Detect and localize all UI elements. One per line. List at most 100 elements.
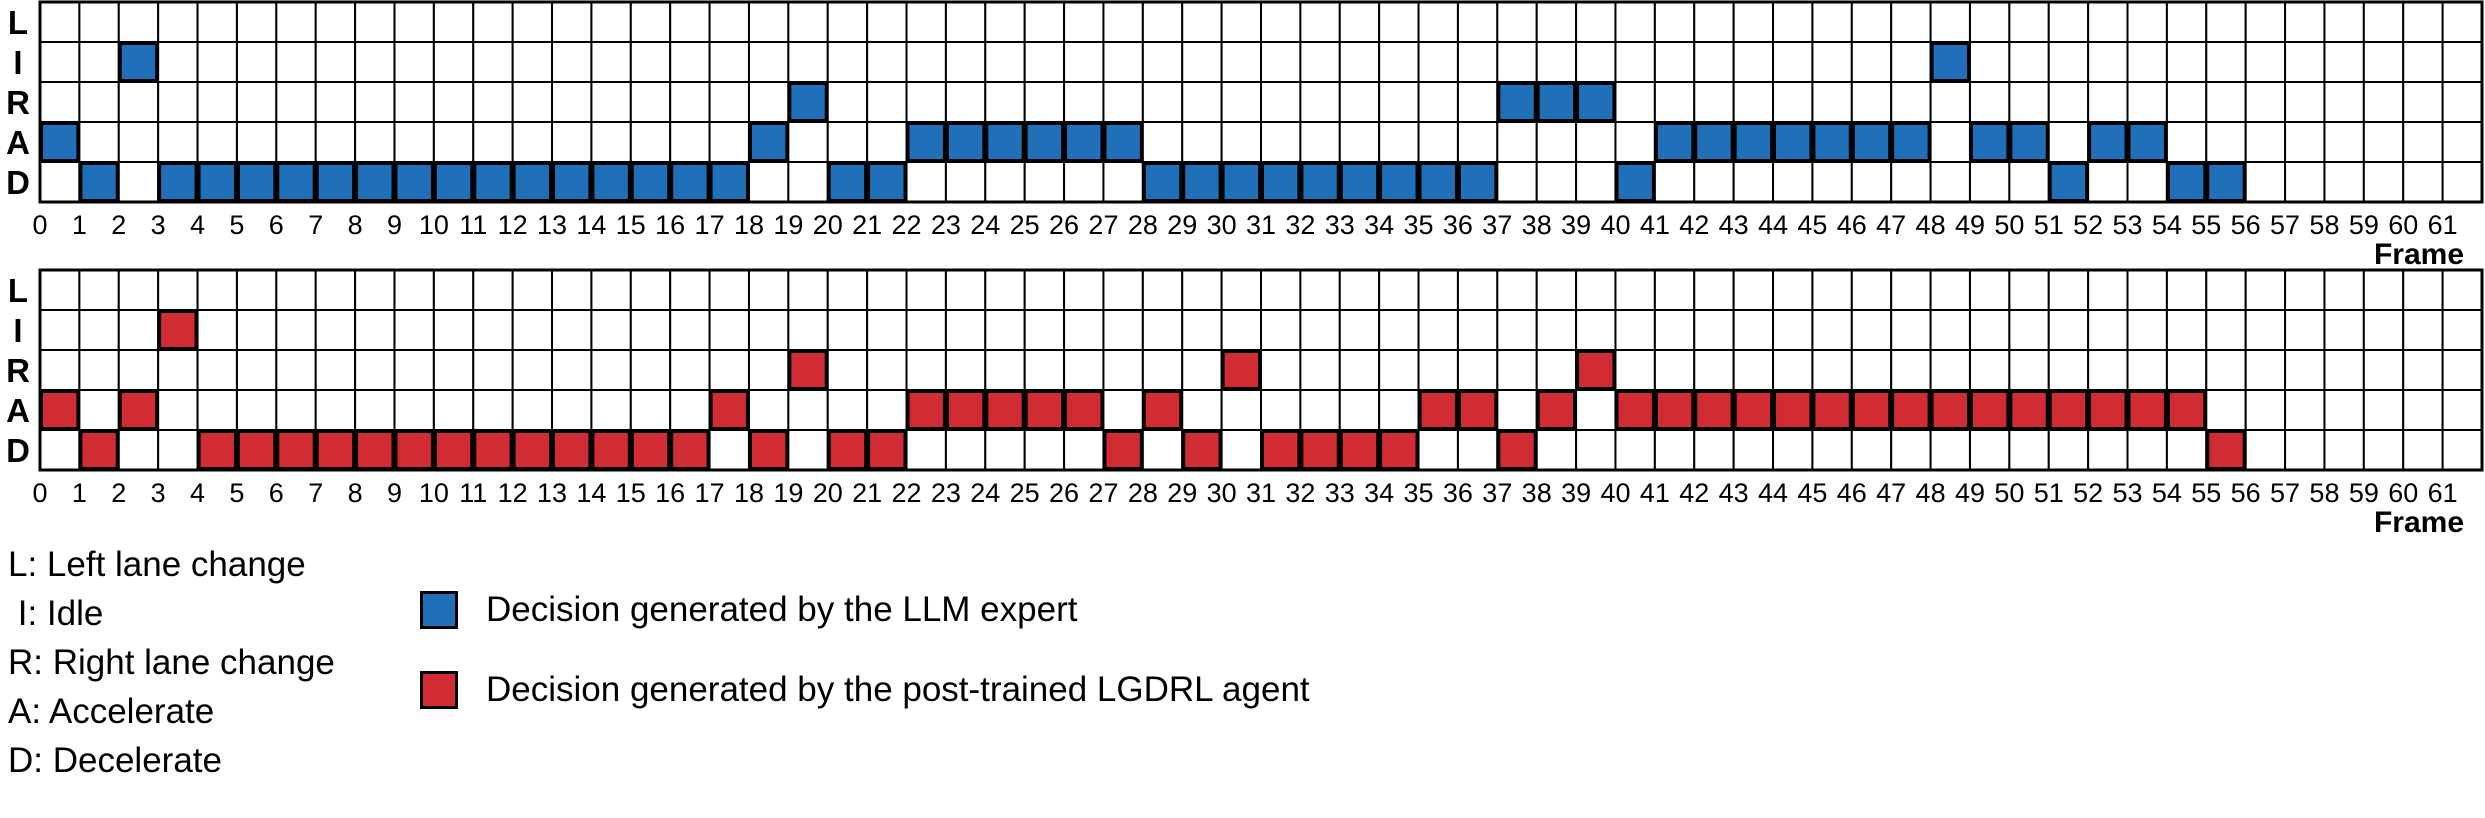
frame-tick-label: 32 <box>1285 210 1315 240</box>
decision-cell <box>1457 162 1498 202</box>
grid-cell <box>1023 41 1066 83</box>
grid-cell <box>472 1 514 43</box>
grid-cell <box>1260 121 1302 163</box>
decision-cell <box>630 430 671 470</box>
grid-cell <box>1496 309 1538 351</box>
grid-cell <box>2126 269 2168 311</box>
grid-cell <box>275 389 317 431</box>
grid-cell <box>1181 1 1223 43</box>
grid-cell <box>708 269 750 311</box>
grid-cell <box>1693 429 1735 471</box>
grid-cell <box>1614 309 1656 351</box>
grid-cell <box>984 349 1026 391</box>
grid-cell <box>1890 41 1932 83</box>
grid-cell <box>944 309 987 351</box>
grid-cell <box>1260 269 1302 311</box>
grid-cell <box>2323 81 2365 123</box>
frame-tick-label: 17 <box>695 478 725 508</box>
x-axis-label: Frame <box>2374 506 2464 539</box>
grid-cell <box>2244 269 2287 311</box>
grid-cell <box>1575 121 1617 163</box>
decision-cell <box>1497 82 1537 122</box>
grid-cell <box>826 41 869 83</box>
frame-tick-label: 59 <box>2349 478 2379 508</box>
frame-tick-label: 3 <box>151 478 166 508</box>
legend-label-llm-expert: Decision generated by the LLM expert <box>486 590 1078 629</box>
frame-tick-label: 48 <box>1916 210 1946 240</box>
grid-cell <box>747 309 790 351</box>
decision-cell <box>1064 390 1104 430</box>
frame-tick-label: 15 <box>616 210 646 240</box>
decision-cell <box>394 162 434 202</box>
grid-cell <box>2047 41 2090 83</box>
frame-tick-label: 47 <box>1876 478 1906 508</box>
grid-cell <box>905 1 947 43</box>
grid-cell <box>472 389 514 431</box>
grid-cell <box>2441 389 2483 431</box>
decision-cell <box>985 122 1025 162</box>
grid-cell <box>2008 269 2050 311</box>
grid-cell <box>826 81 869 123</box>
grid-cell <box>590 81 632 123</box>
grid-cell <box>1811 1 1853 43</box>
grid-cell <box>2441 269 2483 311</box>
grid-cell <box>1653 269 1696 311</box>
decision-cell <box>1300 162 1340 202</box>
grid-cell <box>2284 309 2326 351</box>
grid-cell <box>826 349 869 391</box>
grid-cell <box>1063 161 1105 203</box>
frame-tick-label: 38 <box>1522 478 1552 508</box>
frame-tick-label: 23 <box>931 210 961 240</box>
decision-cell <box>1536 390 1577 430</box>
grid-cell <box>1102 309 1144 351</box>
grid-cell <box>78 81 120 123</box>
decision-cell <box>788 82 828 122</box>
grid-cell <box>1456 1 1499 43</box>
frame-tick-label: 59 <box>2349 210 2379 240</box>
grid-cell <box>2402 429 2444 471</box>
grid-cell <box>472 121 514 163</box>
frame-tick-label: 41 <box>1640 210 1670 240</box>
frame-tick-label: 30 <box>1207 210 1237 240</box>
grid-cell <box>1496 1 1538 43</box>
grid-cell <box>78 309 120 351</box>
grid-cell <box>551 269 593 311</box>
grid-cell <box>1772 81 1814 123</box>
decision-cell <box>867 430 907 470</box>
grid-cell <box>1023 1 1066 43</box>
grid-cell <box>2284 1 2326 43</box>
grid-cell <box>826 121 869 163</box>
grid-cell <box>590 349 632 391</box>
grid-cell <box>1299 41 1341 83</box>
row-label: R <box>6 352 30 389</box>
grid-cell <box>2402 1 2444 43</box>
grid-cell <box>1772 161 1814 203</box>
grid-cell <box>984 161 1026 203</box>
grid-cell <box>1338 41 1381 83</box>
grid-cell <box>944 1 987 43</box>
grid-cell <box>1299 81 1341 123</box>
frame-tick-label: 36 <box>1443 478 1473 508</box>
grid-cell <box>590 389 632 431</box>
grid-cell <box>1653 429 1696 471</box>
decision-cell <box>906 122 946 162</box>
frame-tick-label: 37 <box>1482 210 1512 240</box>
grid-cell <box>117 161 160 203</box>
grid-cell <box>2087 429 2129 471</box>
grid-cell <box>1811 309 1853 351</box>
grid-cell <box>1338 349 1381 391</box>
grid-cell <box>1181 389 1223 431</box>
grid-cell <box>432 1 475 43</box>
grid-cell <box>314 349 357 391</box>
grid-cell <box>314 41 357 83</box>
grid-cell <box>1732 1 1775 43</box>
grid-cell <box>2205 309 2247 351</box>
grid-cell <box>984 81 1026 123</box>
decision-cell <box>1024 390 1065 430</box>
grid-cell <box>2362 349 2405 391</box>
decision-cell <box>1851 390 1892 430</box>
decision-cell <box>1339 162 1380 202</box>
grid-cell <box>1417 121 1459 163</box>
grid-cell <box>1299 121 1341 163</box>
grid-cell <box>1063 429 1105 471</box>
